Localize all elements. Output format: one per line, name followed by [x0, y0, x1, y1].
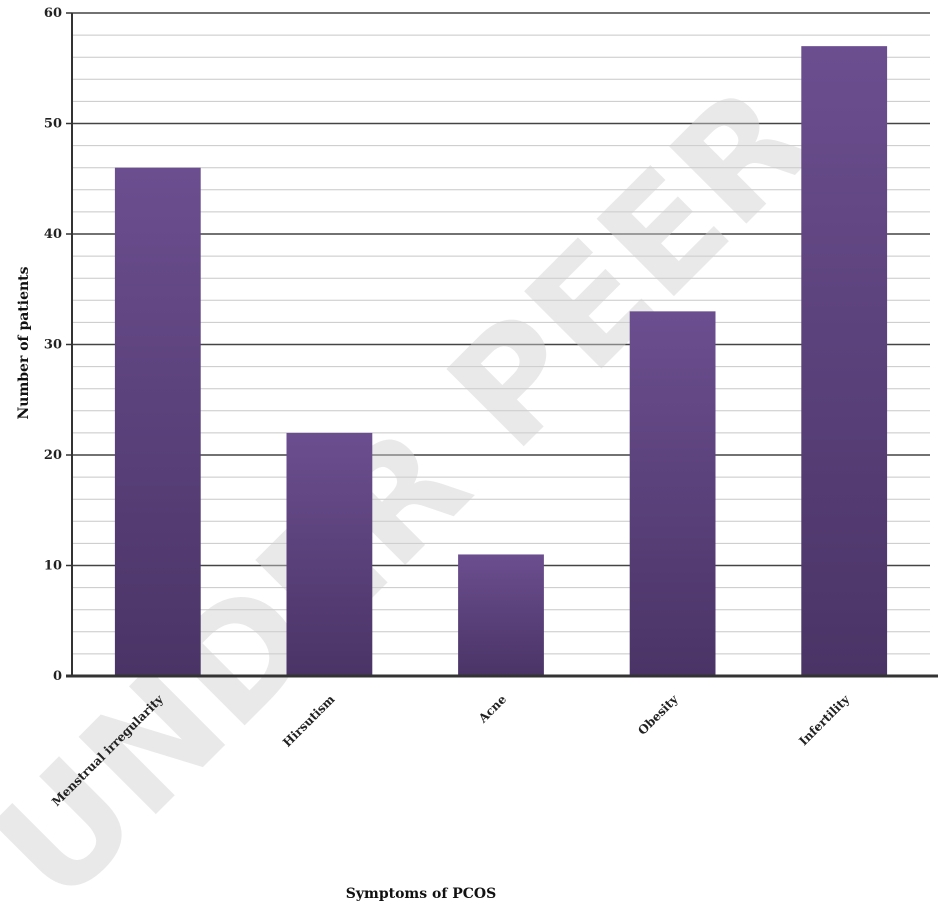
y-tick-labels: 0 10 20 30 40 50 60 [44, 6, 72, 684]
y-axis-label: Number of patients [16, 266, 32, 419]
y-tick-label: 60 [44, 6, 62, 21]
bar-acne [458, 554, 544, 676]
bar-menstrual-irregularity [114, 167, 201, 676]
y-tick-label: 30 [44, 338, 62, 353]
bar-hirsutism [286, 432, 373, 676]
bars [114, 46, 888, 676]
bar-infertility [801, 46, 888, 676]
y-tick-label: 50 [44, 117, 62, 132]
x-axis-label: Symptoms of PCOS [346, 886, 496, 902]
x-tick-label: Infertility [796, 692, 853, 749]
x-tick-label: Obesity [635, 691, 681, 737]
y-tick-label: 0 [53, 669, 62, 684]
y-tick-label: 20 [44, 448, 62, 463]
bar-obesity [629, 311, 716, 676]
y-tick-label: 40 [44, 227, 62, 242]
y-tick-label: 10 [44, 559, 62, 574]
x-tick-label: Acne [475, 692, 509, 726]
